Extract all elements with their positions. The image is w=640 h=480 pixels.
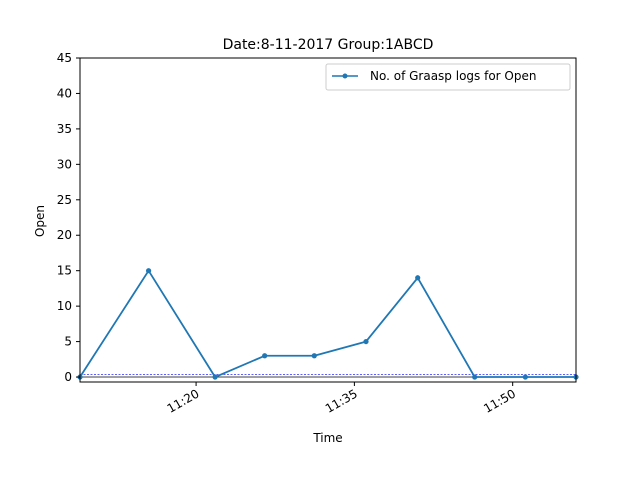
y-tick-label: 35 (57, 122, 72, 136)
y-tick-label: 5 (64, 335, 72, 349)
y-tick-label: 20 (57, 228, 72, 242)
y-tick-label: 30 (57, 157, 72, 171)
data-point (472, 374, 478, 380)
x-tick-label: 11:20 (165, 386, 202, 415)
y-tick-label: 10 (57, 299, 72, 313)
data-point (311, 353, 317, 359)
data-point (363, 338, 369, 345)
x-axis-label: Time (312, 431, 342, 445)
y-tick-label: 45 (57, 51, 72, 65)
chart-title: Date:8-11-2017 Group:1ABCD (223, 37, 434, 53)
y-tick-label: 15 (57, 264, 72, 278)
data-point (145, 268, 152, 274)
data-point (522, 374, 528, 380)
x-tick-label: 11:35 (323, 386, 360, 415)
series-line (79, 269, 576, 378)
y-tick-label: 25 (57, 193, 72, 207)
legend: No. of Graasp logs for Open (325, 63, 571, 91)
legend-swatch-marker (342, 73, 348, 79)
series-group (77, 268, 579, 380)
data-point (262, 353, 268, 359)
y-tick-label: 40 (57, 86, 72, 100)
legend-box (325, 63, 571, 91)
legend-label: No. of Graasp logs for Open (370, 69, 536, 83)
y-tick-label: 0 (64, 370, 72, 384)
data-point (415, 275, 421, 281)
y-axis: 0 5 10 15 20 25 30 35 40 45 (57, 51, 80, 384)
x-axis: 11:20 11:35 11:50 (165, 382, 518, 416)
plot-area (79, 57, 577, 383)
x-tick-label: 11:50 (481, 386, 518, 415)
data-point (212, 374, 218, 380)
y-axis-label: Open (33, 205, 47, 237)
